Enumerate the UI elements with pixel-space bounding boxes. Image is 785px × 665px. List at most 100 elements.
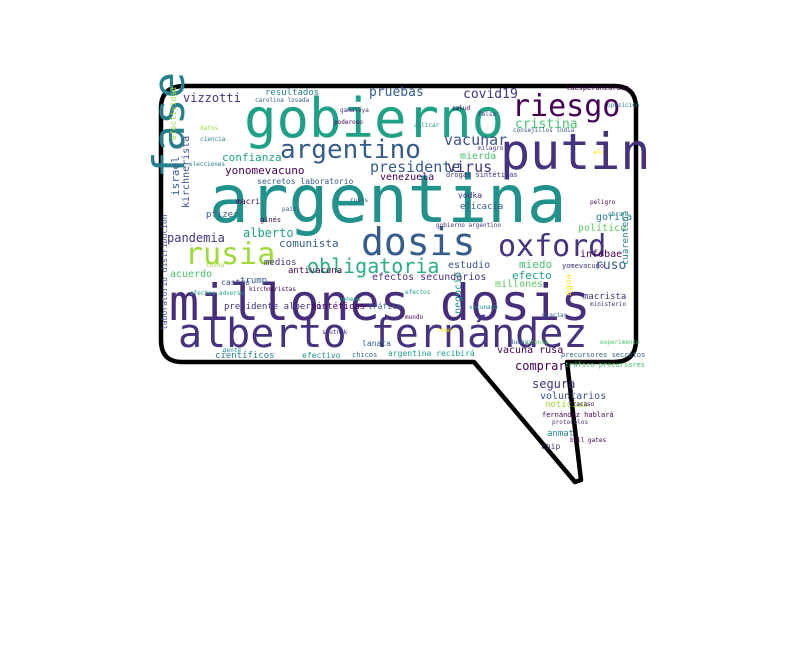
cloud-word: efecto bbox=[512, 269, 552, 282]
cloud-word: macrista bbox=[583, 292, 627, 302]
cloud-word: efectividad bbox=[169, 87, 178, 140]
cloud-word: chip bbox=[541, 442, 561, 451]
cloud-word: alberto bbox=[243, 226, 294, 240]
cloud-word: vizzotti bbox=[183, 91, 241, 105]
speech-bubble-outline bbox=[158, 83, 639, 485]
cloud-word: kirchnerista bbox=[181, 135, 192, 208]
cloud-word: comprar bbox=[515, 359, 566, 373]
cloud-word: gracias bbox=[542, 312, 568, 319]
cloud-word: argentino bbox=[280, 135, 421, 165]
cloud-word: presidente bbox=[370, 158, 461, 176]
cloud-word: temor bbox=[437, 327, 456, 334]
cloud-word: millones dosis bbox=[169, 274, 591, 332]
cloud-word: pandemia bbox=[167, 231, 225, 245]
cloud-word: milagro bbox=[478, 145, 504, 152]
cloud-word: agua bbox=[564, 274, 574, 296]
cloud-word: millones bbox=[495, 279, 544, 290]
cloud-word: chicos bbox=[352, 351, 378, 359]
cloud-word: obra bbox=[608, 211, 623, 218]
cloud-word: sputnik bbox=[322, 329, 348, 336]
cloud-word: aplicar bbox=[414, 122, 440, 129]
cloud-word: putin bbox=[500, 123, 651, 181]
cloud-word: gobierno argentino bbox=[436, 222, 502, 229]
cloud-word: efectos secundarios bbox=[372, 272, 487, 283]
cloud-word: experimento bbox=[600, 339, 640, 346]
cloud-word: datos bbox=[200, 125, 219, 132]
cloud-word: macri bbox=[236, 197, 261, 206]
cloud-word: precursores secretos bbox=[561, 351, 646, 359]
cloud-word: oposición bbox=[607, 102, 640, 109]
cloud-word: yomevacuno bbox=[562, 262, 605, 270]
cloud-word: secretos laboratorio bbox=[257, 177, 354, 186]
cloud-word: tráfico bbox=[368, 302, 402, 311]
cloud-word: ruso bbox=[595, 258, 627, 273]
cloud-word: lanata bbox=[362, 339, 391, 348]
cloud-word: falso bbox=[478, 111, 497, 118]
cloud-word: carolina losada bbox=[255, 97, 310, 104]
cloud-word: vacuna rusa bbox=[497, 345, 564, 356]
cloud-word: voluntarios bbox=[540, 391, 607, 402]
cloud-word: dudas bbox=[510, 339, 529, 346]
cloud-word: ginés bbox=[260, 216, 282, 224]
cloud-word: vacunado bbox=[469, 304, 498, 311]
cloud-word: laboratorio distribución bbox=[160, 214, 169, 330]
cloud-word: efectos adverso bbox=[190, 290, 245, 297]
cloud-word: miedo bbox=[519, 258, 553, 271]
cloud-word: ministerio bbox=[590, 301, 627, 308]
cloud-word: bill gates bbox=[570, 437, 607, 444]
cloud-word: obligatoria bbox=[307, 254, 440, 278]
cloud-word: israel bbox=[169, 156, 182, 196]
cloud-word: efectivo bbox=[302, 351, 341, 360]
cloud-word: gente bbox=[223, 347, 242, 354]
cloud-word: mierda bbox=[460, 151, 497, 162]
cloud-word: infobae bbox=[580, 249, 623, 260]
cloud-word: tráfico precursores bbox=[565, 361, 646, 369]
cloud-word: vacunar bbox=[444, 131, 508, 149]
cloud-word: riesgo bbox=[512, 89, 621, 124]
cloud-word: castro bbox=[221, 278, 250, 287]
cloud-word: anmat bbox=[547, 429, 575, 439]
cloud-word: cristina bbox=[515, 117, 578, 132]
cloud-word: consejillos india bbox=[513, 127, 575, 134]
cloud-word: oxford bbox=[498, 229, 607, 264]
cloud-word: pruebas bbox=[369, 85, 424, 100]
cloud-word: salud bbox=[452, 105, 471, 112]
cloud-word: político bbox=[578, 223, 627, 234]
cloud-word: prensa bbox=[527, 339, 549, 346]
cloud-word: laesperanzarusa bbox=[566, 84, 630, 92]
cloud-word: poderoso bbox=[334, 119, 363, 126]
cloud-word: venezuela bbox=[380, 172, 435, 183]
cloud-word: fernández hablará bbox=[542, 411, 614, 419]
cloud-word: fracaso bbox=[569, 401, 595, 408]
cloud-word: vodka bbox=[458, 191, 483, 200]
cloud-word: presidente alberto bbox=[224, 302, 322, 312]
cloud-word: pfizer bbox=[206, 210, 239, 220]
cloud-word: elecciones bbox=[189, 161, 226, 168]
cloud-word: drogas sintéticas bbox=[446, 171, 518, 179]
cloud-word: trump bbox=[240, 276, 268, 286]
cloud-word: argentina bbox=[209, 161, 567, 238]
cloud-word: gorila bbox=[596, 212, 633, 223]
cloud-word: sintéticas bbox=[311, 302, 366, 312]
cloud-word: virus bbox=[447, 158, 493, 176]
cloud-word: veneno bbox=[339, 296, 361, 303]
cloud-word: alberto fernández bbox=[178, 311, 588, 357]
cloud-word: año bbox=[593, 149, 604, 156]
cloud-word: negocio bbox=[453, 271, 464, 314]
cloud-word: cuarentena bbox=[621, 210, 631, 265]
cloud-word: china bbox=[206, 262, 225, 269]
cloud-word: protocolos bbox=[552, 419, 589, 426]
cloud-word: comunista bbox=[279, 237, 339, 250]
cloud-word: medios bbox=[264, 258, 297, 268]
cloud-word: país bbox=[282, 206, 297, 213]
cloud-word: ciencia bbox=[200, 136, 226, 143]
cloud-word: kirchneristas bbox=[249, 286, 296, 293]
cloud-word: acuerdo bbox=[170, 269, 213, 280]
cloud-word: científicos bbox=[215, 351, 275, 361]
cloud-word: argentina recibirá bbox=[388, 349, 475, 358]
cloud-word: antivacuna bbox=[288, 266, 343, 276]
cloud-word: gamaleya bbox=[340, 107, 369, 114]
cloud-word: confianza bbox=[222, 151, 282, 164]
